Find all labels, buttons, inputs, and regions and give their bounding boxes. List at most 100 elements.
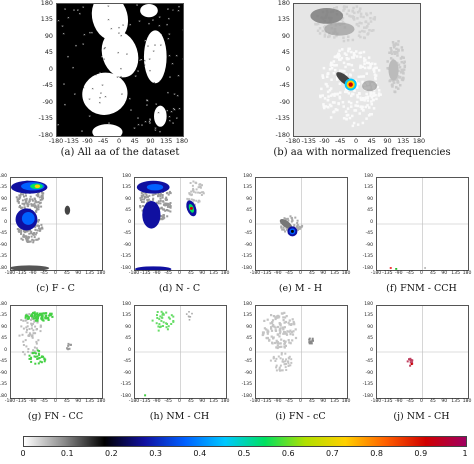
plot-canvas: ×××××××××××××××× ×× ××××××××××××××××××××××… — [57, 4, 183, 136]
texture-mark: × — [152, 4, 155, 8]
texture-mark: × — [93, 29, 96, 33]
density-cell — [270, 335, 273, 338]
density-cell — [31, 198, 34, 201]
density-cell — [377, 69, 381, 72]
density-cell — [400, 60, 403, 64]
density-cell — [160, 325, 162, 328]
density-cell — [185, 313, 188, 315]
density-cell — [345, 5, 348, 9]
density-cell — [410, 359, 413, 362]
density-cell — [28, 313, 31, 315]
density-cell — [20, 232, 22, 235]
caption-i: (i) FN - cC — [275, 411, 326, 422]
texture-mark: × — [148, 21, 151, 25]
x-tick-label: 90 — [199, 271, 206, 276]
density-cell — [361, 121, 365, 125]
x-tick-label: -45 — [164, 271, 172, 276]
texture-mark: × — [152, 73, 155, 77]
texture-mark: × — [129, 22, 132, 26]
texture-mark: × — [144, 32, 147, 36]
density-cell — [346, 63, 350, 66]
x-tick-label: 0 — [299, 399, 302, 404]
density-cell — [368, 29, 371, 32]
density-cell — [156, 311, 159, 313]
density-cell — [38, 229, 41, 232]
density-cell — [151, 319, 154, 322]
density-cell — [283, 321, 286, 324]
y-tick-label: -180 — [120, 393, 131, 399]
density-cell — [37, 352, 40, 355]
density-cell — [165, 311, 168, 314]
density-cell — [274, 341, 277, 345]
density-cell — [28, 232, 31, 235]
density-cell — [276, 333, 279, 336]
density-cell — [315, 23, 318, 26]
plot-canvas — [135, 178, 226, 270]
density-cell — [163, 203, 165, 206]
texture-mark: × — [166, 108, 169, 112]
density-cell — [347, 100, 351, 104]
density-cell — [377, 92, 381, 95]
density-cell — [26, 239, 29, 242]
density-cell — [366, 104, 369, 107]
density-cell — [333, 36, 336, 39]
density-cell — [21, 238, 24, 241]
density-cell — [342, 117, 346, 120]
density-cell — [161, 196, 164, 199]
density-cell — [308, 341, 311, 344]
texture-mark: × — [76, 123, 79, 127]
density-cell — [356, 17, 359, 20]
density-cell — [192, 180, 195, 183]
texture-mark: × — [107, 56, 110, 60]
density-cell — [283, 326, 286, 329]
density-cell — [280, 338, 283, 341]
x-tick-label: -45 — [285, 271, 293, 276]
texture-mark: × — [159, 79, 162, 83]
density-cell — [300, 226, 303, 229]
density-cell — [395, 51, 398, 54]
texture-mark: × — [170, 110, 173, 114]
density-cell — [155, 201, 158, 204]
density-cell — [324, 105, 328, 108]
density-cell — [30, 230, 33, 233]
density-cell — [374, 74, 378, 77]
texture-mark: × — [121, 17, 124, 21]
density-cell — [308, 338, 311, 341]
density-cell — [20, 325, 23, 328]
density-cell — [26, 237, 29, 240]
texture-mark: × — [147, 81, 150, 85]
texture-mark: × — [64, 37, 67, 41]
density-cell — [37, 227, 40, 230]
dense-region — [324, 22, 355, 36]
density-cell — [22, 351, 25, 353]
density-cell — [151, 194, 154, 197]
x-tick-label: -45 — [406, 271, 414, 276]
texture-mark: × — [165, 26, 168, 30]
density-cell — [278, 345, 281, 349]
hotspot-core — [290, 229, 294, 233]
density-cell — [351, 38, 355, 42]
x-tick-label: -90 — [82, 137, 93, 145]
density-cell — [162, 200, 165, 203]
y-tick-label: -135 — [120, 254, 131, 260]
density-cell — [160, 310, 163, 313]
density-cell — [33, 205, 36, 208]
plot-canvas — [377, 178, 468, 270]
x-tick-label: 0 — [178, 399, 181, 404]
density-cell — [26, 328, 28, 331]
density-cell — [34, 225, 37, 228]
density-cell — [301, 224, 304, 227]
density-cell — [158, 318, 161, 321]
density-cell — [162, 208, 165, 211]
density-cell — [333, 92, 337, 96]
colorbar-gradient — [23, 436, 467, 447]
density-cell — [21, 333, 24, 336]
x-tick-label: 0 — [353, 137, 359, 145]
x-tick-label: -90 — [394, 399, 403, 404]
density-cell — [166, 215, 169, 218]
density-cell — [27, 348, 30, 350]
density-cell — [192, 198, 195, 201]
density-cell — [28, 198, 31, 201]
texture-mark: × — [141, 70, 144, 74]
density-cell — [158, 323, 161, 326]
